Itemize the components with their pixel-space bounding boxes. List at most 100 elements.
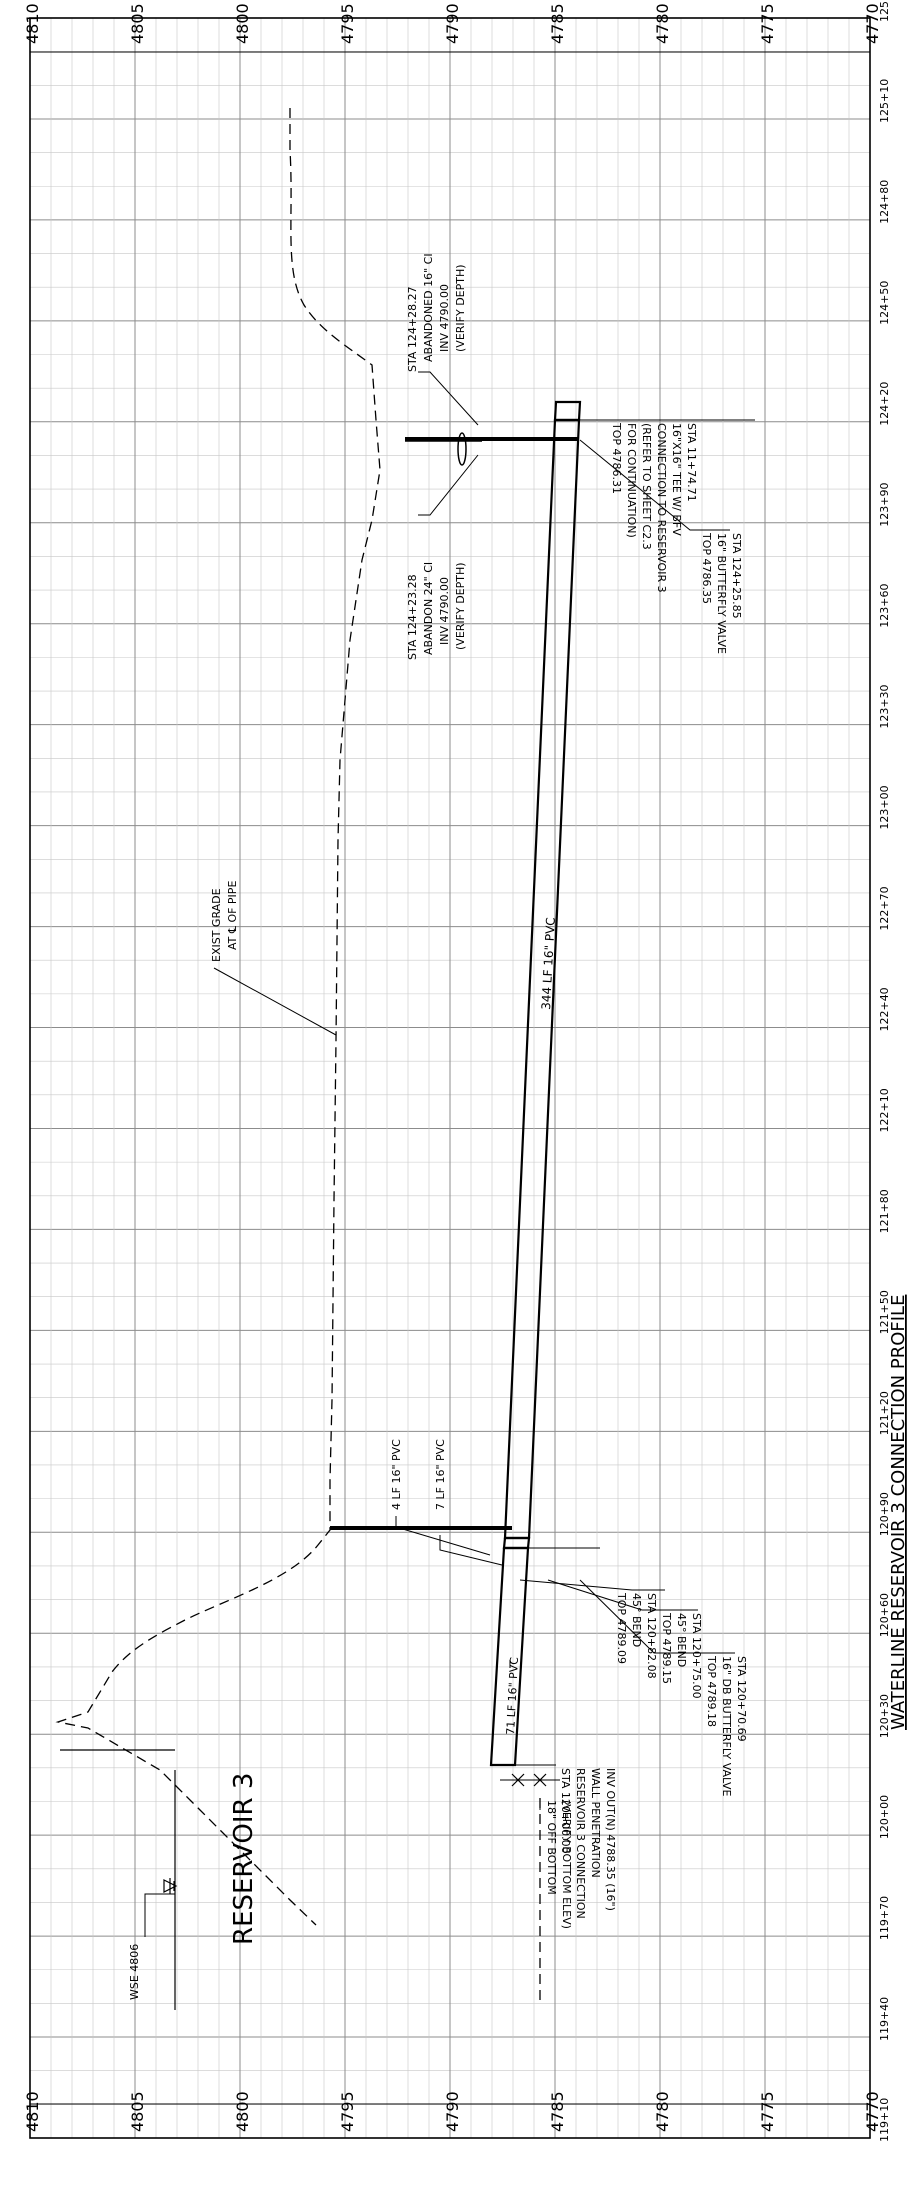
callout-bfv120-3: TOP 4789.18 bbox=[705, 1655, 718, 1727]
elevation-label-bottom: 4780 bbox=[653, 2091, 672, 2132]
station-label: 121+80 bbox=[878, 1189, 891, 1233]
station-label: 122+40 bbox=[878, 987, 891, 1031]
grid-border bbox=[29, 17, 871, 2139]
callout-bend-120-82: STA 120+82.08 45° BEND TOP 4789.09 bbox=[615, 1592, 658, 1679]
callout-ob-2: (VERIFY BOTTOM ELEV) bbox=[560, 1800, 573, 1929]
station-label: 121+50 bbox=[878, 1290, 891, 1334]
abandoned-24-ci-icon bbox=[457, 432, 467, 466]
water-surface-icon bbox=[163, 1878, 178, 1894]
elevation-label-top: 4805 bbox=[128, 3, 147, 44]
callout-bfv124-3: TOP 4786.35 bbox=[700, 532, 713, 604]
elevation-label-top: 4785 bbox=[548, 3, 567, 44]
station-label: 124+20 bbox=[878, 382, 891, 426]
elevation-label-bottom: 4800 bbox=[233, 2091, 252, 2132]
leader-abandoned-16 bbox=[418, 371, 479, 426]
grade-label-1: EXIST GRADE bbox=[210, 888, 223, 962]
station-label: 122+10 bbox=[878, 1088, 891, 1132]
leader-7lf bbox=[439, 1535, 503, 1566]
profile-title: WATERLINE RESERVOIR 3 CONNECTION PROFILE bbox=[888, 1295, 909, 1730]
structures bbox=[60, 432, 578, 2010]
callout-b82-1: STA 120+82.08 bbox=[645, 1593, 658, 1679]
leader-abandon-24 bbox=[418, 454, 479, 516]
leader-grade bbox=[213, 967, 337, 1036]
callout-abandon-24-1: STA 124+23.28 bbox=[406, 574, 419, 660]
callout-abandoned-16-3: INV 4790.00 bbox=[438, 284, 451, 352]
callout-tee-4: (REFER TO SHEET C2.3 bbox=[640, 423, 653, 550]
elevation-label-top: 4810 bbox=[23, 3, 42, 44]
elevation-label-top: 4800 bbox=[233, 3, 252, 44]
leader-bend-120-75 bbox=[547, 1579, 698, 1611]
callout-b82-3: TOP 4789.09 bbox=[615, 1592, 628, 1664]
callout-ob-1: 18" OFF BOTTOM bbox=[545, 1800, 558, 1895]
grade-label-2: AT ℄ OF PIPE bbox=[226, 881, 239, 950]
pipe-label-7lf: 7 LF 16" PVC bbox=[434, 1439, 447, 1510]
callout-bfv-120: STA 120+70.69 16" DB BUTTERFLY VALVE TOP… bbox=[705, 1655, 748, 1797]
callout-b75-2: 45° BEND bbox=[675, 1613, 688, 1667]
callout-abandon-24-4: (VERIFY DEPTH) bbox=[454, 562, 467, 650]
station-label: 120+30 bbox=[878, 1694, 891, 1738]
station-label: 120+90 bbox=[878, 1492, 891, 1536]
callout-b75-1: STA 120+75.00 bbox=[690, 1613, 703, 1699]
leader-wse bbox=[144, 1893, 175, 1937]
existing-grade-line bbox=[55, 108, 381, 1926]
reservoir-name: RESERVOIR 3 bbox=[229, 1773, 259, 1945]
callout-tee-1: STA 11+74.71 bbox=[685, 423, 698, 502]
leader-lines bbox=[144, 371, 755, 1937]
callout-abandoned-16-2: ABANDONED 16" CI bbox=[422, 253, 435, 362]
pipe-label-4lf: 4 LF 16" PVC bbox=[390, 1439, 403, 1510]
callout-tee-6: TOP 4786.31 bbox=[610, 422, 623, 494]
callout-tee-3: CONNECTION TO RESERVOIR 3 bbox=[655, 423, 668, 593]
callout-bfv124-1: STA 124+25.85 bbox=[730, 533, 743, 619]
leader-4lf bbox=[395, 1516, 491, 1556]
callout-b75-3: TOP 4789.15 bbox=[660, 1612, 673, 1684]
elevation-labels: 4810 4810 4805 4805 4800 4800 4795 4795 4790 4790… bbox=[23, 3, 882, 2132]
station-label: 124+50 bbox=[878, 281, 891, 325]
elevation-label-top: 4775 bbox=[758, 3, 777, 44]
pipe-label-71lf: 71 LF 16" PVC bbox=[504, 1656, 521, 1735]
station-label: 123+90 bbox=[878, 483, 891, 527]
pipe-tee bbox=[553, 400, 582, 422]
callout-abandon-24-2: ABANDON 24" CI bbox=[422, 562, 435, 655]
station-label: 119+70 bbox=[878, 1896, 891, 1940]
callout-rc-3: WALL PENETRATION bbox=[589, 1768, 602, 1878]
profile-grid bbox=[29, 17, 871, 2139]
elevation-label-bottom: 4785 bbox=[548, 2091, 567, 2132]
callout-tee-2: 16"X16" TEE W/ BFV bbox=[670, 423, 683, 536]
station-label: 125+40 bbox=[878, 0, 891, 22]
callout-rc-1: STA 120+00.00 bbox=[559, 1768, 572, 1854]
station-label: 125+10 bbox=[878, 79, 891, 123]
elevation-label-bottom: 4805 bbox=[128, 2091, 147, 2132]
callout-off-bottom: 18" OFF BOTTOM (VERIFY BOTTOM ELEV) bbox=[545, 1800, 573, 1929]
elevation-label-top: 4790 bbox=[443, 3, 462, 44]
callout-abandoned-16: STA 124+28.27 ABANDONED 16" CI INV 4790.… bbox=[406, 253, 467, 372]
callout-abandoned-16-4: (VERIFY DEPTH) bbox=[454, 264, 467, 352]
station-label: 124+80 bbox=[878, 180, 891, 224]
station-label: 123+60 bbox=[878, 583, 891, 627]
station-label: 120+60 bbox=[878, 1593, 891, 1637]
elevation-label-top: 4770 bbox=[863, 3, 882, 44]
station-label: 123+30 bbox=[878, 684, 891, 728]
elevation-label-top: 4780 bbox=[653, 3, 672, 44]
callout-bfv120-2: 16" DB BUTTERFLY VALVE bbox=[720, 1656, 733, 1797]
pipe-label-344lf: 344 LF 16" PVC bbox=[539, 917, 558, 1010]
station-label: 123+00 bbox=[878, 785, 891, 829]
leader-bfv-120 bbox=[579, 1579, 735, 1654]
callout-bfv120-1: STA 120+70.69 bbox=[735, 1656, 748, 1742]
station-label: 119+10 bbox=[878, 2098, 891, 2142]
callout-bfv124-2: 16" BUTTERFLY VALVE bbox=[715, 533, 728, 654]
station-label: 122+70 bbox=[878, 886, 891, 930]
callout-abandon-24-3: INV 4790.00 bbox=[438, 577, 451, 645]
leader-bfv-124 bbox=[579, 439, 730, 531]
callout-abandon-24: STA 124+23.28 ABANDON 24" CI INV 4790.00… bbox=[406, 562, 467, 660]
station-labels: 119+10 119+40 119+70 120+00 120+30 120+60 120+… bbox=[878, 0, 891, 2142]
station-label: 121+20 bbox=[878, 1391, 891, 1435]
callout-abandoned-16-1: STA 124+28.27 bbox=[406, 286, 419, 372]
elevation-label-bottom: 4775 bbox=[758, 2091, 777, 2132]
elevation-label-top: 4795 bbox=[338, 3, 357, 44]
callout-tee-5: FOR CONTINUATION) bbox=[625, 423, 638, 538]
callout-bfv-124: STA 124+25.85 16" BUTTERFLY VALVE TOP 47… bbox=[700, 532, 743, 654]
callout-rc-2: RESERVOIR 3 CONNECTION bbox=[574, 1768, 587, 1919]
